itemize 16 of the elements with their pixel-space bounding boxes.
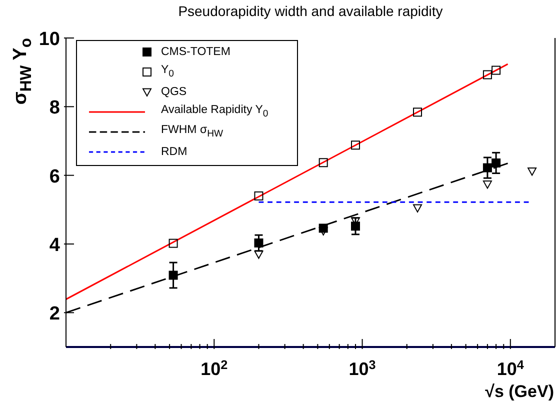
y-tick-label: 8 [49,98,60,119]
y-tick-label: 2 [49,304,60,325]
y-tick-label: 6 [49,166,60,188]
y-tick-label: 4 [49,235,60,256]
x-tick-label: 10$^{3}$ [348,358,376,379]
legend-label: Y$_{0}$ [161,64,174,80]
legend-label: CMS-TOTEM [161,46,230,58]
legend-label: QGS [161,86,187,98]
y-tick-label: 10 [38,29,60,50]
legend-label: RDM [161,146,188,158]
x-tick-label: 10$^{4}$ [496,358,524,379]
x-axis-title: √s (GeV) [485,382,554,402]
x-tick-label: 10$^{2}$ [200,358,228,379]
legend-label: Available Rapidity Y$_{0}$ [161,104,268,120]
chart-title: Pseudorapidity width and available rapidity [177,3,444,19]
legend-label: FWHM σ$_{HW}$ [161,124,224,140]
